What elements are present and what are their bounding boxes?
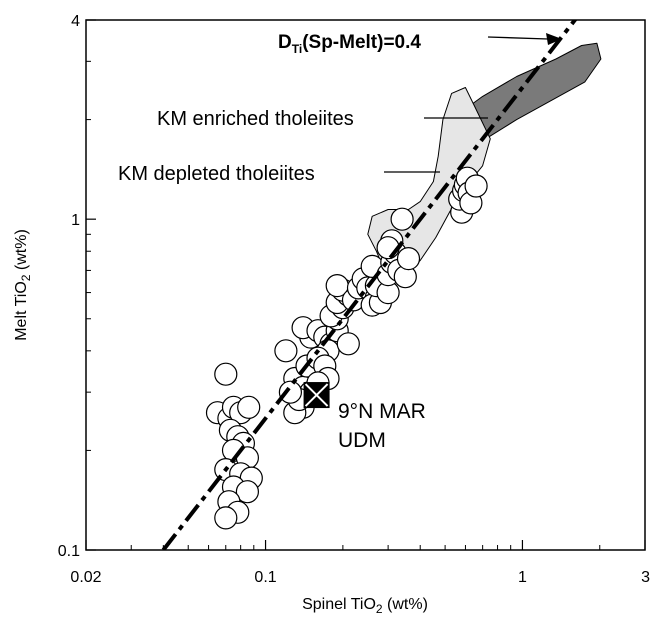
x-tick-label: 0.1 — [254, 569, 276, 586]
y-tick-label: 1 — [71, 212, 80, 229]
plot-frame — [85, 19, 646, 551]
x-axis-label: Spinel TiO2 (wt%) — [302, 596, 428, 616]
data-point — [336, 332, 360, 356]
y-axis-label: Melt TiO2 (wt%) — [13, 229, 33, 341]
x-tick-label: 3 — [641, 569, 650, 586]
data-point — [274, 339, 298, 363]
km-depleted-label: KM depleted tholeiites — [118, 163, 315, 185]
udm-marker-cross — [304, 383, 329, 407]
d-ti-arrowhead — [546, 33, 562, 45]
d-ti-arrow — [487, 36, 549, 40]
km-enriched-label: KM enriched tholeiites — [157, 108, 354, 130]
data-point — [235, 480, 259, 504]
y-tick-label: 0.1 — [58, 543, 80, 560]
ticks-layer: 0.02 0.1 1 3 0.1 1 4 — [58, 13, 650, 586]
data-point — [214, 506, 238, 530]
data-point — [278, 380, 302, 404]
data-point — [237, 395, 261, 419]
labels-layer: DTi(Sp-Melt)=0.4 KM enriched tholeiites KM… — [118, 32, 562, 452]
data-point — [214, 362, 238, 386]
udm-label-line1: 9°N MAR — [338, 400, 426, 423]
x-tick-label: 1 — [518, 569, 527, 586]
data-point — [464, 174, 488, 198]
d-ti-line-label: DTi(Sp-Melt)=0.4 — [278, 32, 421, 56]
data-point — [396, 247, 421, 271]
udm-label-line2: UDM — [338, 429, 386, 452]
d-ti-line — [161, 20, 578, 550]
x-tick-label: 0.02 — [70, 569, 101, 586]
y-tick-label: 4 — [71, 13, 80, 30]
data-point — [390, 207, 414, 231]
d-ti-line-layer — [161, 20, 578, 550]
